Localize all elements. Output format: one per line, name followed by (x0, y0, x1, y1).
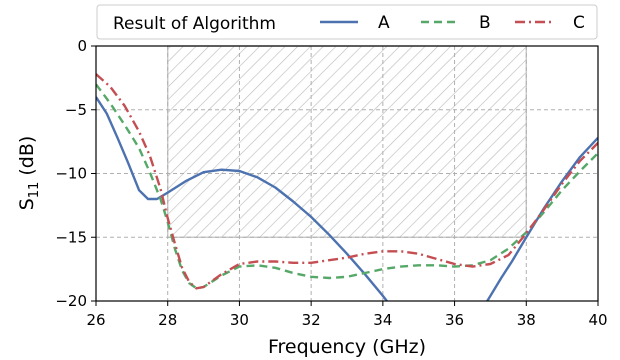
y-tick-label: −10 (55, 165, 87, 183)
y-axis-ticks: 0 −5 −10 −15 −20 (55, 37, 96, 310)
series-group (96, 73, 598, 301)
legend-label-b: B (479, 13, 491, 33)
series-line-b (96, 83, 598, 290)
series-line-a (96, 96, 598, 301)
x-axis-label: Frequency (GHz) (268, 336, 426, 358)
legend-label-a: A (378, 13, 390, 33)
x-tick-label: 38 (517, 311, 536, 329)
legend: Result of Algorithm A B C (96, 4, 598, 40)
x-tick-label: 36 (445, 311, 464, 329)
y-tick-label: −20 (55, 292, 87, 310)
x-tick-label: 26 (86, 311, 105, 329)
x-axis-ticks: 26 28 30 32 34 36 38 40 (86, 301, 608, 329)
y-axis-label: S11 (dB) (16, 136, 42, 211)
x-tick-label: 32 (302, 311, 321, 329)
x-tick-label: 30 (230, 311, 249, 329)
target-region-hatch (167, 45, 527, 238)
x-tick-label: 34 (373, 311, 392, 329)
legend-title: Result of Algorithm (113, 14, 276, 34)
x-tick-label: 28 (158, 311, 177, 329)
grid-lines (96, 46, 598, 301)
y-tick-label: −15 (55, 228, 87, 246)
series-line-c (96, 73, 598, 290)
x-tick-label: 40 (588, 311, 607, 329)
y-tick-label: 0 (77, 37, 87, 55)
y-tick-label: −5 (65, 101, 87, 119)
legend-label-c: C (573, 13, 585, 33)
